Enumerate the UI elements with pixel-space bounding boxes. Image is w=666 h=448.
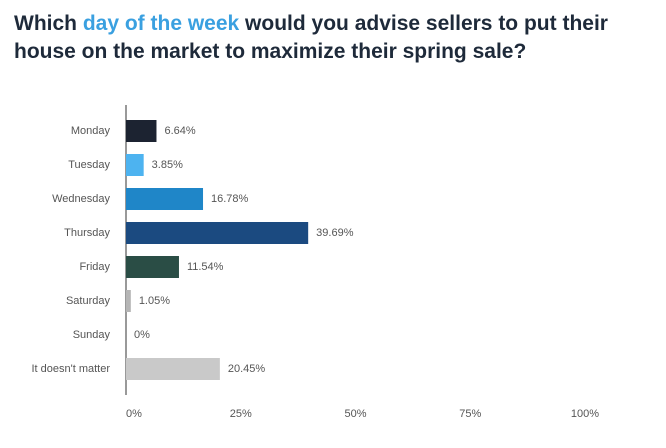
value-label: 39.69% xyxy=(316,227,354,239)
title-part: would you advise sellers to put their ho… xyxy=(14,12,608,63)
category-label: Saturday xyxy=(66,295,111,307)
bar xyxy=(126,188,204,210)
bar xyxy=(126,154,144,176)
value-label: 1.05% xyxy=(139,295,170,307)
x-tick-label: 0% xyxy=(126,408,142,420)
category-label: Thursday xyxy=(64,227,110,239)
value-label: 11.54% xyxy=(187,261,224,273)
value-label: 16.78% xyxy=(211,193,249,205)
category-label: Wednesday xyxy=(52,193,110,205)
category-label: Tuesday xyxy=(68,159,110,171)
bar xyxy=(126,256,179,278)
x-tick-label: 25% xyxy=(230,408,252,420)
x-tick-label: 50% xyxy=(344,408,366,420)
bar xyxy=(126,222,309,244)
title-part: Which xyxy=(14,12,83,35)
value-label: 6.64% xyxy=(164,125,195,137)
x-tick-label: 100% xyxy=(571,408,599,420)
category-label: It doesn't matter xyxy=(31,363,110,375)
category-label: Sunday xyxy=(73,329,111,341)
title-part: day of the week xyxy=(82,12,240,35)
value-label: 20.45% xyxy=(228,363,266,375)
value-label: 3.85% xyxy=(152,159,183,171)
bar xyxy=(126,120,157,142)
category-label: Monday xyxy=(71,125,111,137)
chart-title: Which day of the week would you advise s… xyxy=(14,10,654,66)
bar xyxy=(126,358,220,380)
category-label: Friday xyxy=(79,261,110,273)
x-tick-label: 75% xyxy=(459,408,481,420)
value-label: 0% xyxy=(134,329,150,341)
bar xyxy=(126,290,131,312)
